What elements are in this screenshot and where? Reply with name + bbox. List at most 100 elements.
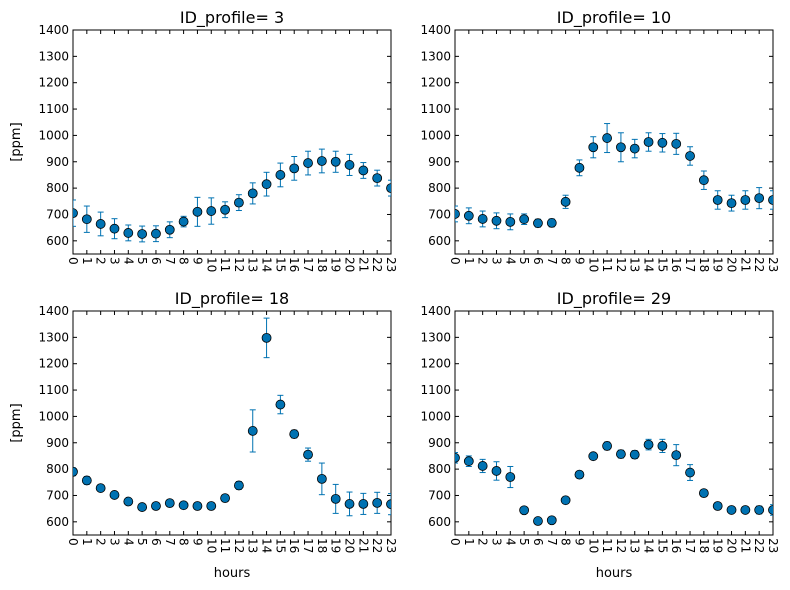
x-tick-label: 19	[711, 257, 725, 272]
plot-frame	[72, 310, 392, 536]
y-tick-label: 1400	[420, 304, 451, 318]
x-tick-label: 0	[448, 538, 462, 546]
x-tick-label: 14	[642, 257, 656, 272]
data-point	[206, 206, 217, 216]
x-tick-label: 5	[517, 257, 531, 265]
subplot-title: ID_profile= 18	[175, 289, 289, 309]
data-point	[316, 156, 327, 166]
data-point	[629, 143, 640, 154]
data-point	[95, 483, 106, 493]
data-point	[463, 456, 474, 467]
data-point	[73, 466, 78, 477]
y-tick-label: 800	[428, 462, 451, 476]
x-tick-label: 7	[545, 538, 559, 546]
data-series	[73, 148, 391, 243]
x-tick-label: 0	[66, 538, 80, 546]
x-tick-label: 0	[66, 257, 80, 265]
data-point	[726, 198, 737, 209]
y-tick-label: 1100	[420, 383, 451, 397]
data-point	[560, 495, 571, 506]
data-point	[768, 505, 773, 515]
data-point	[220, 204, 230, 215]
x-tick-label: 4	[503, 257, 517, 265]
x-tick-label: 8	[177, 257, 191, 265]
data-point	[740, 505, 751, 515]
data-point	[546, 218, 557, 228]
x-tick-label: 4	[503, 538, 517, 546]
y-tick-label: 600	[46, 234, 69, 248]
plot-frame	[72, 29, 392, 255]
y-tick-label: 1400	[420, 23, 451, 37]
x-tick-label: 16	[287, 538, 301, 553]
data-point	[588, 142, 599, 153]
x-tick-label: 3	[489, 538, 503, 546]
data-point	[533, 218, 543, 229]
x-tick-label: 13	[246, 257, 260, 272]
data-point	[505, 472, 516, 482]
data-point	[574, 469, 585, 480]
subplot-title: ID_profile= 3	[180, 8, 284, 28]
x-tick-label: 21	[738, 257, 752, 272]
data-point	[519, 214, 530, 225]
x-tick-label: 15	[273, 257, 287, 272]
data-point	[712, 195, 723, 205]
data-point	[698, 175, 709, 186]
y-tick-label: 1300	[420, 330, 451, 344]
data-point	[685, 151, 695, 161]
data-point	[289, 429, 300, 439]
y-tick-label: 1400	[38, 23, 69, 37]
x-tick-label: 2	[476, 257, 490, 265]
data-point	[685, 467, 695, 478]
y-tick-label: 800	[46, 181, 69, 195]
x-tick-label: 23	[384, 257, 398, 272]
x-tick-label: 17	[683, 538, 697, 553]
data-point	[164, 498, 175, 509]
x-tick-label: 19	[329, 538, 343, 553]
x-tick-label: 23	[766, 257, 780, 272]
x-tick-label: 5	[135, 538, 149, 546]
x-tick-label: 12	[614, 257, 628, 272]
data-point	[73, 208, 78, 219]
y-tick-label: 600	[428, 515, 451, 529]
y-tick-label: 1000	[38, 128, 69, 142]
data-point	[178, 216, 189, 227]
x-tick-label: 23	[384, 538, 398, 553]
data-point	[151, 228, 161, 239]
x-tick-label: 11	[600, 538, 614, 553]
x-tick-label: 20	[343, 257, 357, 272]
x-tick-label: 18	[697, 538, 711, 553]
x-tick-label: 16	[669, 257, 683, 272]
y-tick-label: 800	[428, 181, 451, 195]
y-tick-label: 1100	[38, 102, 69, 116]
x-tick-label: 17	[683, 257, 697, 272]
x-tick-label: 12	[614, 538, 628, 553]
data-point	[261, 332, 272, 343]
x-tick-label: 10	[586, 538, 600, 553]
data-point	[109, 490, 120, 500]
y-tick-label: 1400	[38, 304, 69, 318]
x-tick-label: 17	[301, 538, 315, 553]
x-tick-label: 12	[232, 257, 246, 272]
plot-frame	[454, 29, 774, 255]
y-tick-label: 1200	[420, 357, 451, 371]
y-tick-label: 1000	[420, 409, 451, 423]
x-tick-label: 11	[600, 257, 614, 272]
data-point	[754, 193, 765, 204]
data-point	[533, 516, 543, 526]
data-point	[560, 196, 571, 207]
data-point	[303, 449, 313, 460]
x-tick-label: 3	[489, 257, 503, 265]
x-tick-label: 17	[301, 257, 315, 272]
x-tick-label: 15	[655, 257, 669, 272]
data-point	[671, 450, 682, 461]
y-tick-label: 800	[46, 462, 69, 476]
y-tick-label: 1200	[420, 76, 451, 90]
x-tick-label: 5	[517, 538, 531, 546]
data-point	[220, 493, 230, 504]
y-tick-label: 700	[46, 488, 69, 502]
x-tick-label: 14	[642, 538, 656, 553]
y-tick-label: 1200	[38, 76, 69, 90]
y-tick-label: 1100	[38, 383, 69, 397]
data-point	[206, 501, 217, 511]
